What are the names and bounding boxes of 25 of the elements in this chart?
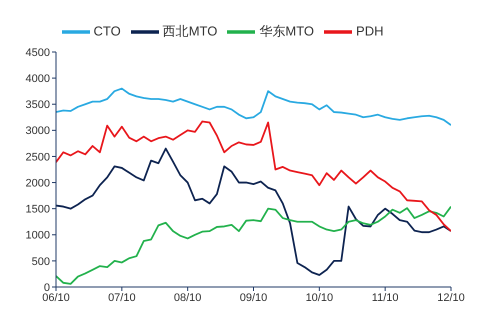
line-series — [56, 120, 451, 232]
x-tick-label: 07/10 — [108, 292, 136, 304]
x-tick-label: 09/10 — [240, 292, 268, 304]
y-tick-label: 2000 — [26, 177, 50, 190]
x-tick-label: 10/10 — [306, 292, 334, 304]
legend-label: PDH — [356, 23, 384, 38]
y-tick-label: 4500 — [26, 46, 50, 59]
y-tick-label: 0 — [44, 282, 50, 294]
y-tick-label: 500 — [32, 256, 50, 268]
line-series — [56, 88, 451, 126]
y-tick-label: 1000 — [26, 230, 50, 242]
y-tick-label: 1500 — [26, 204, 50, 216]
legend-label: CTO — [94, 23, 121, 38]
x-tick-label: 11/10 — [372, 292, 399, 304]
y-tick-label: 3500 — [26, 99, 50, 112]
y-tick-label: 3000 — [26, 125, 50, 138]
y-tick-label: 2500 — [26, 151, 50, 164]
line-series — [56, 148, 451, 276]
line-series — [56, 206, 451, 285]
y-tick-label: 4000 — [26, 73, 50, 86]
legend-label: 华东MTO — [259, 23, 314, 38]
x-tick-label: 12/10 — [437, 292, 465, 304]
legend-label: 西北MTO — [162, 23, 218, 38]
x-tick-label: 06/10 — [42, 292, 70, 304]
x-tick-label: 08/10 — [174, 292, 202, 304]
